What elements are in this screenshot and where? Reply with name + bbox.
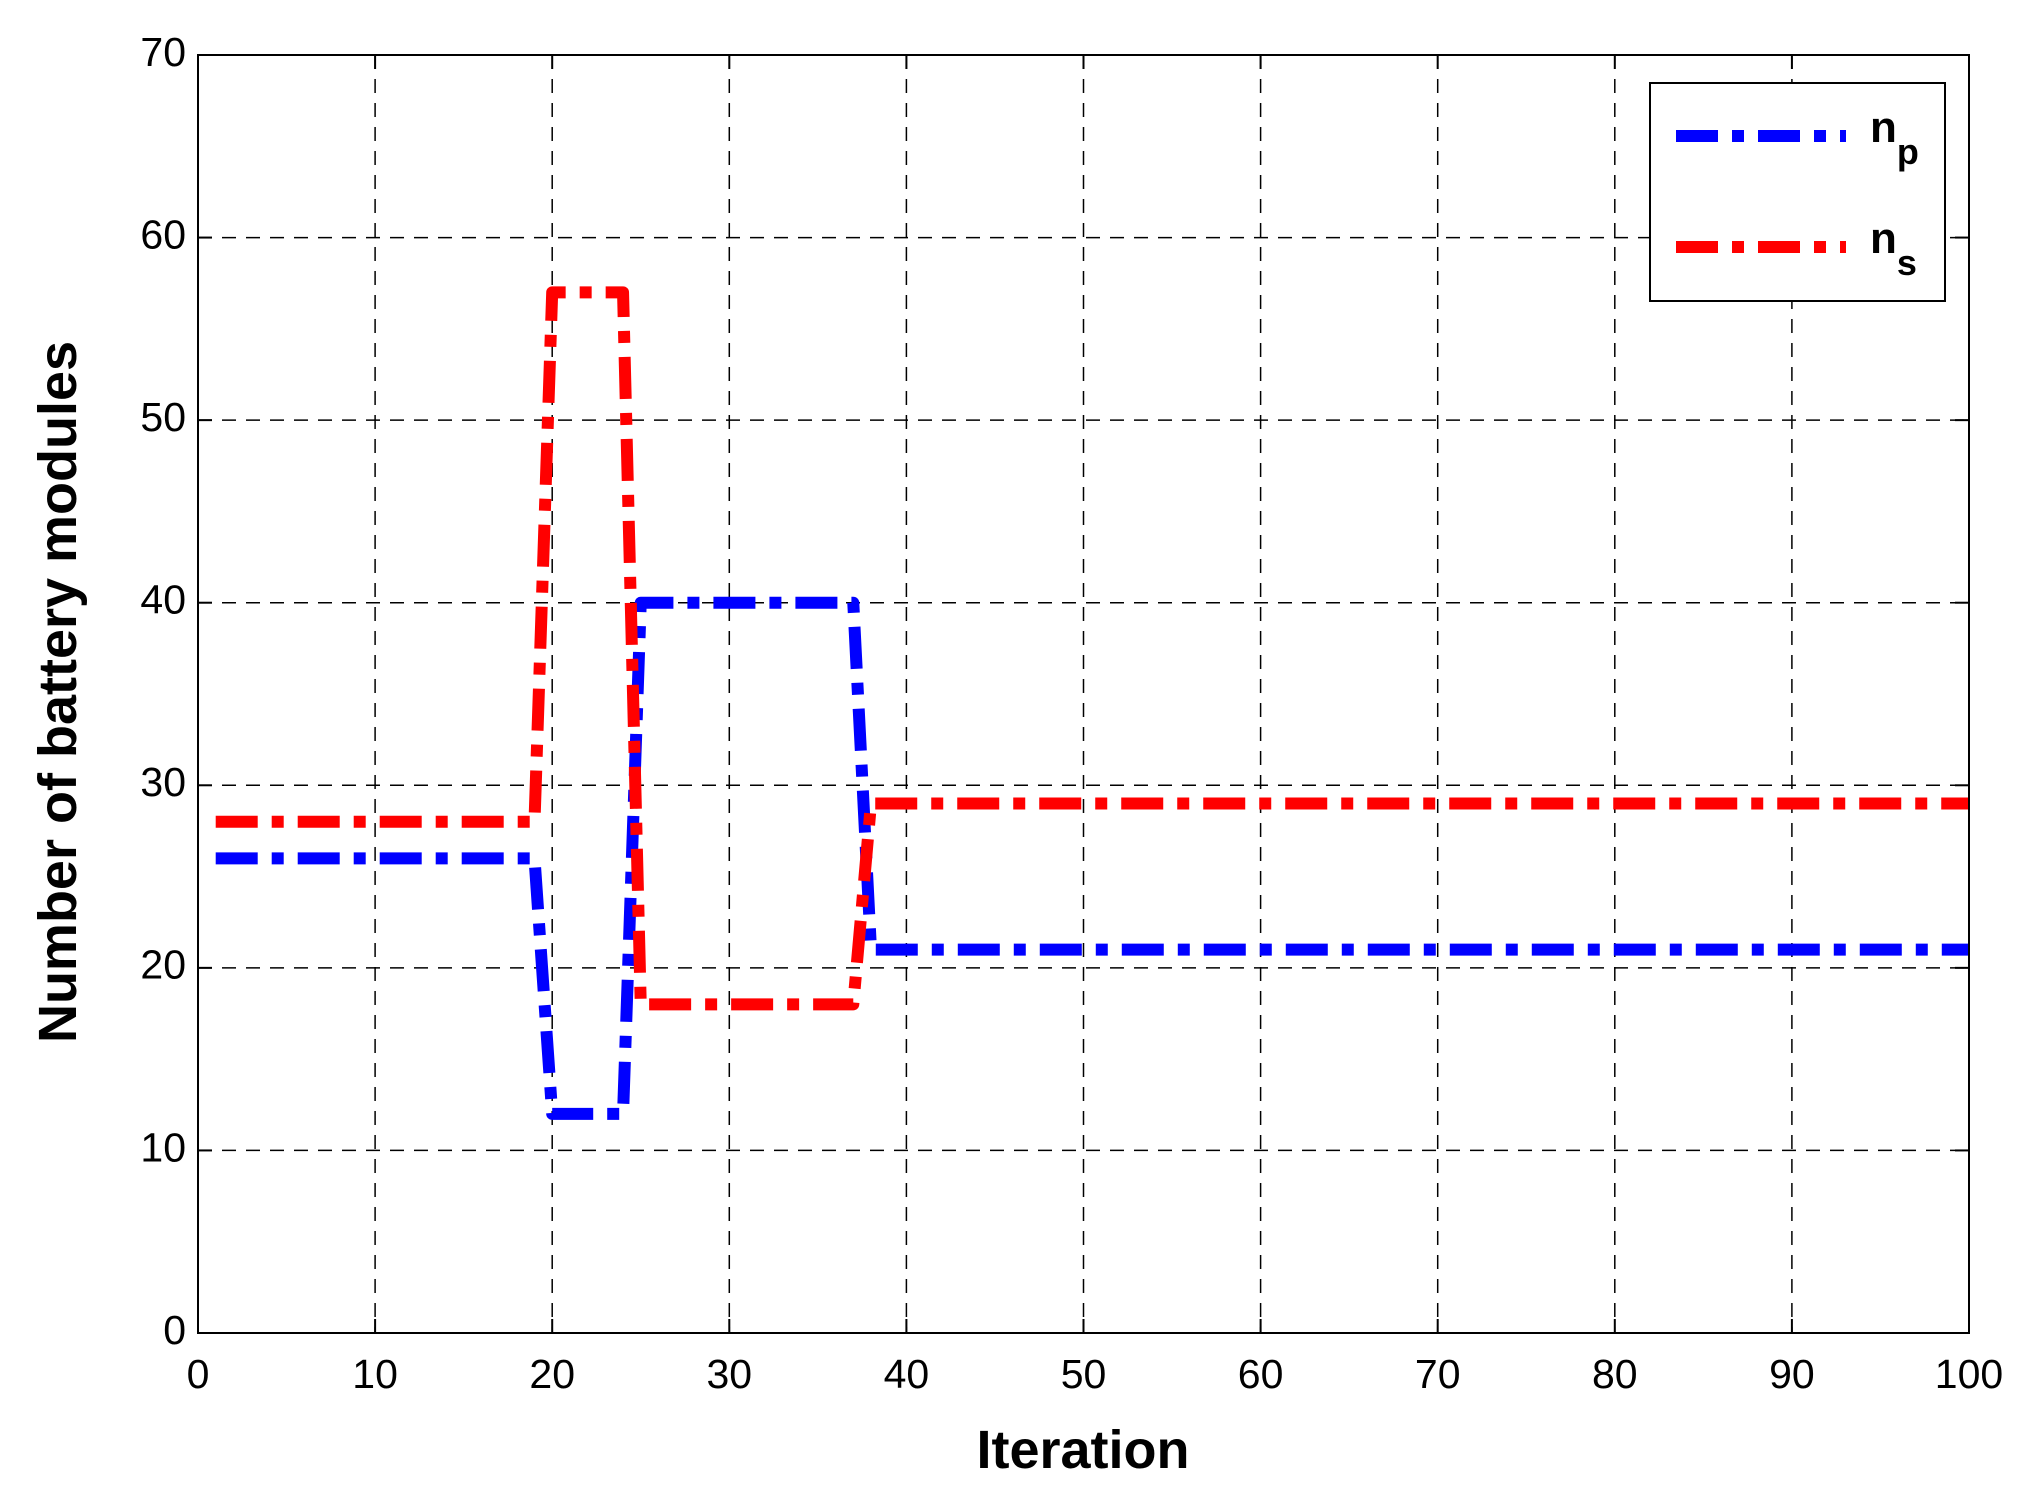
y-tick-label: 60 (140, 211, 186, 257)
legend-name: n (1870, 214, 1897, 263)
legend-subscript: p (1897, 131, 1919, 172)
x-axis-label: Iteration (976, 1420, 1189, 1480)
data-line (215, 286, 1969, 1011)
x-tick-label: 70 (1415, 1351, 1461, 1397)
x-tick-label: 50 (1061, 1351, 1107, 1397)
plot-frame (197, 54, 1970, 1334)
y-tick-label: 20 (140, 942, 186, 988)
x-tick-label: 100 (1935, 1351, 2003, 1397)
x-tick-label: 80 (1592, 1351, 1638, 1397)
legend-label: np (1870, 103, 1919, 172)
y-tick-label: 10 (140, 1124, 186, 1170)
y-tick-label: 50 (140, 394, 186, 440)
x-tick-label: 40 (884, 1351, 930, 1397)
legend-subscript: s (1897, 242, 1917, 283)
y-axis-label: Number of battery modules (28, 341, 88, 1043)
x-tick-label: 0 (187, 1351, 210, 1397)
y-tick-label: 30 (140, 759, 186, 805)
legend-name: n (1870, 103, 1897, 152)
y-tick-label: 0 (163, 1307, 186, 1353)
y-tick-label: 70 (140, 29, 186, 75)
x-tick-label: 60 (1238, 1351, 1284, 1397)
x-tick-label: 30 (706, 1351, 752, 1397)
y-tick-label: 40 (140, 577, 186, 623)
x-tick-label: 90 (1769, 1351, 1815, 1397)
x-tick-label: 20 (529, 1351, 575, 1397)
legend-label: ns (1870, 214, 1917, 283)
x-tick-label: 10 (352, 1351, 398, 1397)
data-line (215, 596, 1969, 1120)
legend-box (1649, 82, 1946, 302)
